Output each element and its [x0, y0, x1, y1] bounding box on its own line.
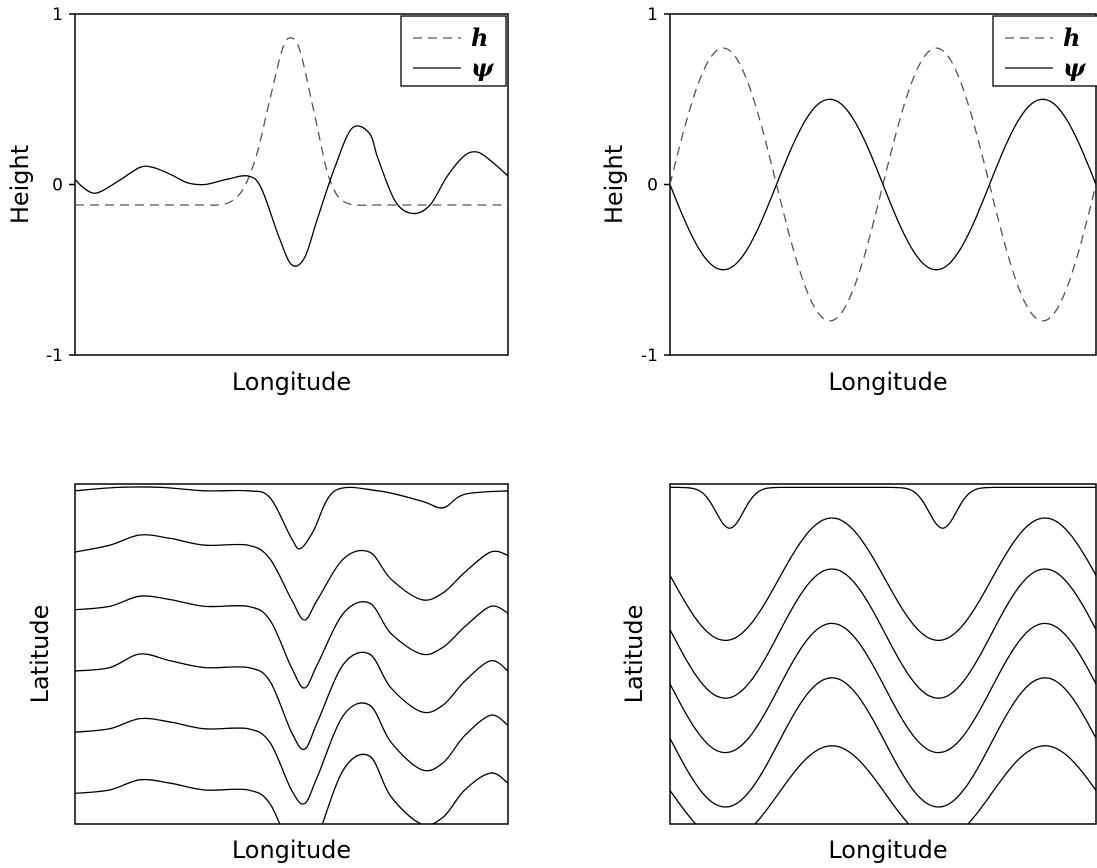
streamline-3 [670, 568, 1096, 699]
streamline-4 [670, 622, 1096, 754]
streamline-5 [75, 702, 508, 805]
streamline-1 [75, 486, 508, 550]
y-tick-label: 0 [52, 176, 63, 196]
legend-label-h: h [1063, 23, 1080, 52]
chart-panel-4: Longitude Latitude [620, 483, 1097, 864]
legend-label-h: h [471, 23, 488, 52]
chart-panel-3: Longitude Latitude [26, 483, 509, 864]
streamline-5 [670, 677, 1096, 808]
legend-label-psi: ψ [1063, 53, 1087, 82]
streamline-6 [670, 745, 1096, 824]
streamline-2 [670, 517, 1096, 642]
x-axis-label: Longitude [828, 368, 947, 396]
streamline-1 [670, 486, 1096, 529]
series-line-psi [670, 98, 1096, 271]
series-line-psi [75, 125, 508, 267]
y-axis-label: Latitude [620, 605, 648, 704]
series-group [75, 486, 508, 824]
x-axis-label: Longitude [828, 836, 947, 864]
plot-frame [74, 483, 509, 825]
series-group [670, 486, 1096, 824]
series-group [670, 47, 1096, 322]
streamline-3 [75, 595, 508, 689]
chart-panel-1: 1 0 -1 hψ Longitude Height [6, 5, 509, 396]
y-axis-label: Height [6, 145, 34, 224]
legend-label-psi: ψ [471, 53, 495, 82]
y-tick-label: -1 [46, 346, 63, 366]
legend-box [400, 15, 507, 87]
streamline-4 [75, 651, 508, 751]
y-tick-label: 0 [647, 176, 658, 196]
y-axis-label: Height [600, 145, 628, 224]
y-tick-label: -1 [641, 346, 658, 366]
legend: hψ [400, 15, 507, 87]
x-axis-label: Longitude [232, 368, 351, 396]
chart-panel-2: 1 0 -1 hψ Longitude Height [600, 5, 1097, 396]
x-axis-label: Longitude [232, 836, 351, 864]
y-axis-label: Latitude [26, 605, 54, 704]
series-group [75, 37, 508, 267]
legend-box [992, 15, 1097, 87]
streamline-2 [75, 534, 508, 621]
plot-frame [669, 483, 1097, 825]
streamline-6 [75, 753, 508, 824]
series-line-h [75, 37, 508, 206]
legend: hψ [992, 15, 1097, 87]
y-tick-label: 1 [52, 5, 63, 25]
y-tick-label: 1 [647, 5, 658, 25]
